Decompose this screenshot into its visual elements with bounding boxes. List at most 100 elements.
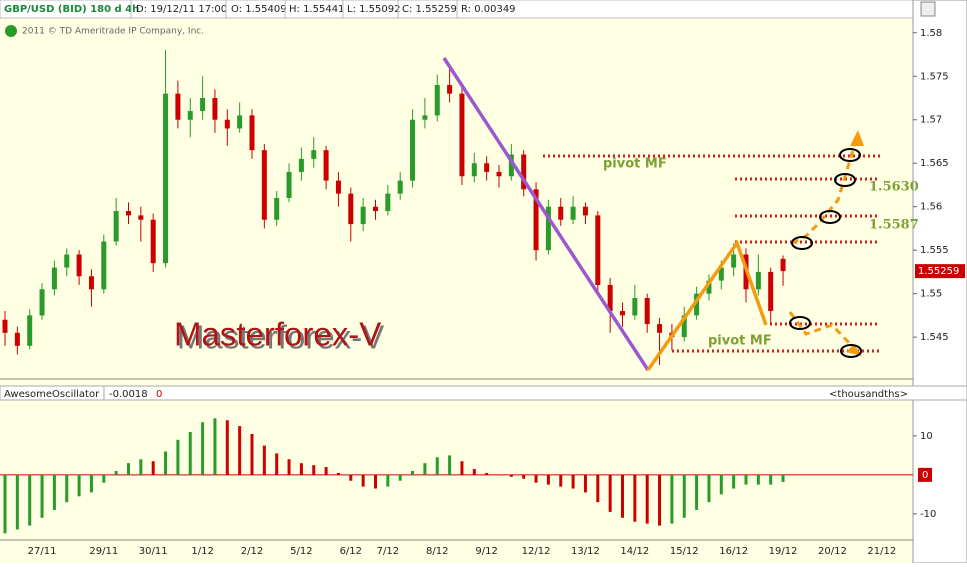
oscillator-bar — [522, 474, 526, 479]
oscillator-bar — [744, 474, 748, 485]
candle-body — [545, 206, 551, 251]
marker — [834, 173, 856, 187]
arrow-head — [846, 344, 862, 356]
marker — [789, 316, 811, 330]
oscillator-bar — [176, 439, 180, 475]
candle-body — [385, 193, 391, 212]
y-tick-label: 1.57 — [920, 115, 942, 126]
oscillator-bar — [15, 474, 19, 530]
oscillator-bar — [497, 474, 501, 476]
oscillator-bar — [3, 474, 7, 534]
candle-body — [64, 254, 70, 268]
oscillator-bar — [670, 474, 674, 524]
x-tick-label: 5/12 — [290, 546, 312, 557]
candle-body — [694, 293, 700, 316]
settings-button[interactable] — [920, 1, 936, 17]
oscillator-bar — [102, 474, 106, 483]
oscillator-bar — [225, 420, 229, 475]
indicator-value: -0.0018 — [109, 389, 148, 400]
oscillator-bar — [312, 465, 316, 475]
oscillator-bar — [386, 474, 390, 487]
copyright: 2011 © TD Ameritrade IP Company, Inc. — [22, 27, 204, 37]
candle-body — [459, 93, 465, 177]
oscillator-bar — [324, 467, 328, 475]
candle-body — [113, 211, 119, 242]
candle-body — [126, 211, 131, 216]
oscillator-bar — [534, 474, 538, 483]
close: C: 1.55259 — [402, 4, 457, 15]
x-tick-label: 27/11 — [28, 546, 57, 557]
y-tick-label: 1.58 — [920, 28, 942, 39]
candle-body — [718, 267, 724, 281]
oscillator-bar — [769, 474, 773, 485]
candle-body — [224, 119, 230, 129]
candle-body — [249, 115, 255, 151]
y-tick-label: 1.575 — [920, 71, 949, 82]
oscillator-bar — [435, 457, 439, 475]
candle-body — [323, 150, 329, 181]
x-tick-label: 13/12 — [571, 546, 600, 557]
x-tick-label: 1/12 — [191, 546, 213, 557]
oscillator-bar — [89, 474, 93, 493]
candle-body — [731, 254, 737, 268]
y-tick-label: 1.545 — [920, 332, 949, 343]
zero-flag — [918, 467, 932, 482]
watermark: Masterforex-V — [174, 316, 381, 353]
x-tick-label: 30/11 — [139, 546, 168, 557]
pivot-label: pivot MF — [708, 334, 772, 349]
candle-body — [261, 150, 267, 220]
x-tick-label: 2/12 — [241, 546, 263, 557]
x-tick-label: 14/12 — [620, 546, 649, 557]
indicator-flag: 0 — [156, 389, 162, 400]
x-tick-label: 21/12 — [867, 546, 896, 557]
candle-body — [681, 315, 687, 338]
oscillator-bar — [250, 433, 254, 475]
marker — [840, 344, 862, 358]
oscillator-bar — [472, 469, 476, 475]
candle-body — [484, 163, 490, 172]
candle-body — [434, 84, 440, 116]
candle-body — [397, 180, 403, 194]
oscillator-bar — [398, 474, 402, 481]
oscillator-bar — [448, 455, 452, 475]
y-tick-label: -10 — [920, 509, 936, 520]
candle-body — [780, 258, 786, 272]
annotations — [442, 57, 880, 372]
date: D: 19/12/11 17:00 — [136, 4, 227, 15]
candle-body — [471, 163, 477, 177]
oscillator-bar — [682, 474, 686, 518]
oscillator-bar — [151, 461, 155, 475]
oscillator-bar — [633, 474, 637, 522]
projection-down — [788, 311, 856, 350]
y-tick-label: 10 — [920, 431, 933, 442]
oscillator-bar — [213, 418, 217, 475]
oscillator-bar — [299, 463, 303, 475]
oscillator-bar — [423, 463, 427, 475]
marker — [819, 210, 841, 224]
candle-body — [706, 280, 712, 294]
projection-up — [791, 139, 858, 245]
candle-body — [410, 119, 416, 181]
oscillator-bar — [361, 474, 365, 487]
candle-body — [360, 206, 366, 225]
x-tick-label: 8/12 — [426, 546, 448, 557]
candle-body — [755, 271, 761, 290]
info-icon — [5, 25, 17, 37]
x-tick-label: 6/12 — [340, 546, 362, 557]
y-tick-label: 1.555 — [920, 245, 949, 256]
candle-body — [187, 111, 193, 120]
candle-body — [51, 267, 57, 290]
x-tick-label: 7/12 — [377, 546, 399, 557]
candle-body — [150, 219, 156, 264]
oscillator-bar — [127, 463, 130, 475]
price-marker-label: 1.55259 — [918, 266, 959, 277]
oscillator-bar — [52, 474, 56, 510]
oscillator-bar — [411, 470, 415, 475]
oscillator-bar — [201, 422, 205, 475]
watermark-shadow: Masterforex-V — [177, 319, 384, 356]
x-tick-label: 29/11 — [89, 546, 118, 557]
oscillator-bar — [509, 474, 513, 477]
x-tick-label: 15/12 — [670, 546, 699, 557]
candle-body — [88, 276, 94, 290]
